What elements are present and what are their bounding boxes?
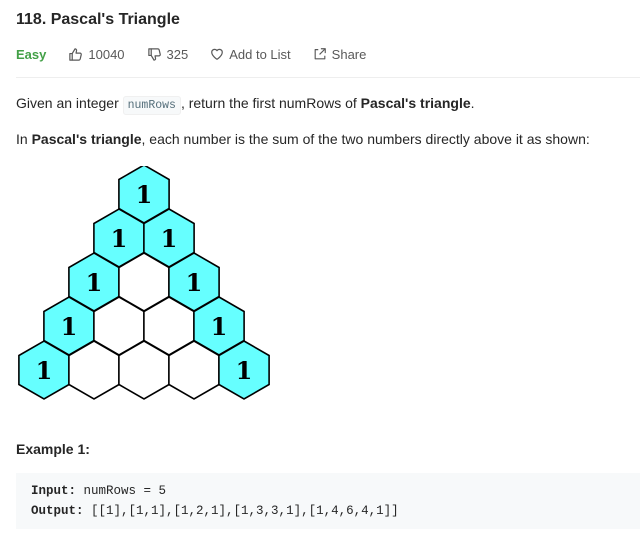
- input-value: numRows = 5: [84, 484, 167, 498]
- hex-value: 1: [211, 312, 228, 341]
- example-title: Example 1:: [16, 441, 90, 457]
- description-text: , each number is the sum of the two numb…: [142, 131, 590, 147]
- thumbs-down-icon: [147, 47, 162, 62]
- pascal-triangle-emphasis: Pascal's triangle: [361, 95, 471, 111]
- description-text: .: [471, 95, 475, 111]
- description-paragraph-2: In Pascal's triangle, each number is the…: [16, 131, 590, 147]
- add-to-list-button[interactable]: Add to List: [210, 47, 290, 62]
- heart-icon: [210, 47, 224, 61]
- example-input-line: Input: numRows = 5: [31, 484, 166, 498]
- inline-code-numrows: numRows: [123, 96, 181, 115]
- hex-value: 1: [61, 312, 78, 341]
- hex-value: 1: [111, 224, 128, 253]
- description-paragraph-1: Given an integer numRows, return the fir…: [16, 95, 475, 112]
- add-to-list-label: Add to List: [229, 47, 290, 62]
- description-text: In: [16, 131, 32, 147]
- input-label: Input:: [31, 484, 76, 498]
- hex-value: 1: [86, 268, 103, 297]
- share-button[interactable]: Share: [313, 47, 367, 62]
- difficulty-badge: Easy: [16, 47, 46, 62]
- hex-value: 1: [161, 224, 178, 253]
- hex-value: 1: [236, 356, 253, 385]
- like-count: 10040: [88, 47, 124, 62]
- dislike-button[interactable]: 325: [147, 47, 189, 62]
- hex-value: 1: [186, 268, 203, 297]
- share-icon: [313, 47, 327, 61]
- description-text: Given an integer: [16, 95, 123, 111]
- thumbs-up-icon: [68, 47, 83, 62]
- example-block: Input: numRows = 5 Output: [[1],[1,1],[1…: [16, 473, 640, 529]
- share-label: Share: [332, 47, 367, 62]
- problem-meta-bar: Easy 10040 325 Add to List Share: [16, 45, 388, 63]
- pascal-triangle-diagram: 11 11 11 11 1: [16, 166, 276, 402]
- like-button[interactable]: 10040: [68, 47, 124, 62]
- example-output-line: Output: [[1],[1,1],[1,2,1],[1,3,3,1],[1,…: [31, 504, 399, 518]
- output-label: Output:: [31, 504, 84, 518]
- dislike-count: 325: [167, 47, 189, 62]
- problem-title: 118. Pascal's Triangle: [16, 11, 180, 29]
- hex-value: 1: [36, 356, 53, 385]
- output-value: [[1],[1,1],[1,2,1],[1,3,3,1],[1,4,6,4,1]…: [91, 504, 399, 518]
- hex-value: 1: [136, 180, 153, 209]
- description-text: , return the first numRows of: [181, 95, 361, 111]
- header-divider: [16, 77, 640, 78]
- pascal-triangle-emphasis: Pascal's triangle: [32, 131, 142, 147]
